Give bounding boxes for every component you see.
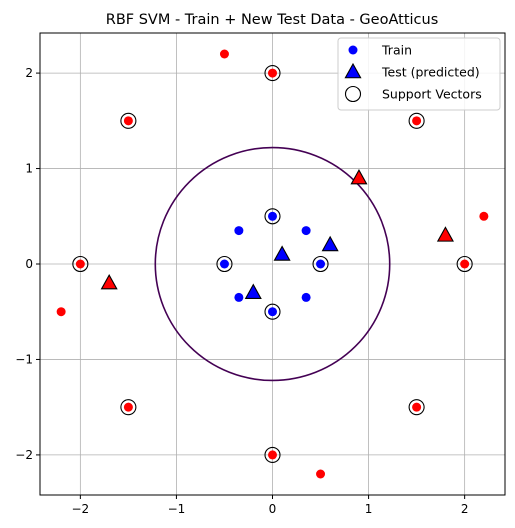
y-tick-label: 2	[25, 66, 33, 80]
train-point	[460, 259, 470, 269]
support-vector-marker	[264, 446, 281, 463]
train-point	[268, 211, 277, 221]
support-vector-marker	[408, 399, 425, 416]
train-point	[316, 469, 326, 479]
support-vector-marker	[456, 255, 473, 273]
x-tick-label: −2	[71, 502, 89, 516]
train-point	[234, 226, 244, 236]
support-vector-marker	[120, 112, 137, 129]
x-tick-label: 0	[269, 502, 277, 516]
points-layer	[56, 49, 489, 479]
test-point	[273, 245, 291, 261]
support-vectors-layer	[72, 65, 473, 463]
chart-title: RBF SVM - Train + New Test Data - GeoAtt…	[106, 12, 439, 28]
support-vector-marker	[408, 112, 425, 129]
legend-train-marker	[348, 45, 358, 55]
x-tick-label: 2	[461, 502, 469, 516]
support-vector-marker	[120, 399, 137, 416]
train-point	[123, 402, 133, 412]
test-point	[321, 235, 339, 252]
train-point	[268, 307, 277, 317]
train-point	[234, 292, 244, 302]
support-vector-marker	[72, 255, 89, 273]
support-vector-marker	[216, 255, 233, 273]
legend-label: Support Vectors	[382, 87, 482, 102]
train-point	[301, 226, 311, 236]
test-point	[350, 168, 368, 185]
support-vector-marker	[264, 65, 281, 82]
x-tick-label: 1	[365, 502, 373, 516]
y-tick-label: 1	[25, 162, 33, 176]
train-point	[219, 49, 229, 59]
decision-boundary-contour	[154, 146, 391, 382]
x-tick-label: −1	[168, 502, 186, 516]
train-point	[301, 292, 311, 302]
train-point	[316, 259, 326, 269]
train-point	[479, 211, 489, 221]
support-vector-marker	[264, 208, 281, 225]
support-vector-marker	[312, 255, 329, 273]
legend: Train Test (predicted) Support Vectors	[337, 37, 501, 111]
legend-test-marker	[344, 62, 362, 79]
train-point	[268, 68, 277, 78]
y-tick-label: −1	[15, 352, 33, 366]
train-point	[75, 259, 85, 269]
train-point	[412, 402, 422, 412]
support-vector-marker	[264, 303, 281, 320]
train-point	[123, 116, 133, 126]
train-point	[268, 450, 277, 460]
axis-ticks: −2 −1 0 1 2 −2 −1 0 1 2	[15, 66, 468, 516]
legend-label: Train	[381, 43, 412, 58]
test-point	[100, 273, 118, 290]
train-point	[56, 307, 66, 317]
test-point	[244, 283, 262, 299]
legend-label: Test (predicted)	[381, 65, 480, 80]
legend-box	[337, 37, 501, 111]
y-tick-label: 0	[25, 257, 33, 271]
test-point	[436, 226, 454, 242]
train-point	[219, 259, 229, 269]
legend-support-vector-marker	[344, 85, 362, 103]
train-point	[412, 116, 422, 126]
y-tick-label: −2	[15, 448, 33, 462]
decision-boundary-layer	[154, 146, 391, 382]
